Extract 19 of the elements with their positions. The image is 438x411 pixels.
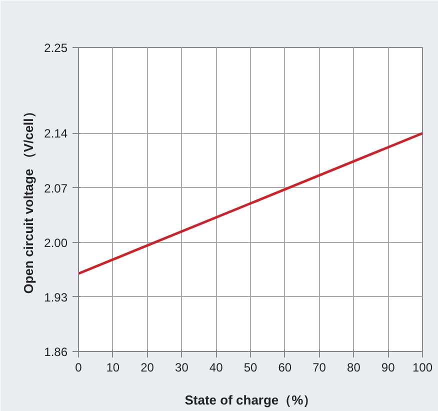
y-tick-label: 2.25 xyxy=(44,41,68,55)
x-tick-label: 80 xyxy=(347,360,361,374)
x-tick-label: 30 xyxy=(175,360,189,374)
x-tick-label: 70 xyxy=(312,360,326,374)
x-tick-label: 90 xyxy=(381,360,396,374)
x-tick-label: 0 xyxy=(75,360,82,374)
y-tick-label: 1.93 xyxy=(44,290,68,304)
x-axis-title: State of charge（%） xyxy=(184,392,316,408)
x-tick-label: 100 xyxy=(412,360,433,374)
y-tick-label: 2.07 xyxy=(44,181,68,196)
y-axis-title: Open circuit voltage （V/cell） xyxy=(21,105,36,294)
x-tick-label: 50 xyxy=(244,360,258,374)
y-tick-label: 2.14 xyxy=(44,126,68,141)
x-tick-label: 20 xyxy=(140,360,154,374)
y-tick-label: 1.86 xyxy=(44,345,68,359)
x-tick-label: 40 xyxy=(209,360,224,374)
x-tick-label: 60 xyxy=(278,360,292,374)
x-tick-label: 10 xyxy=(106,360,120,374)
y-tick-label: 2.00 xyxy=(44,236,68,250)
